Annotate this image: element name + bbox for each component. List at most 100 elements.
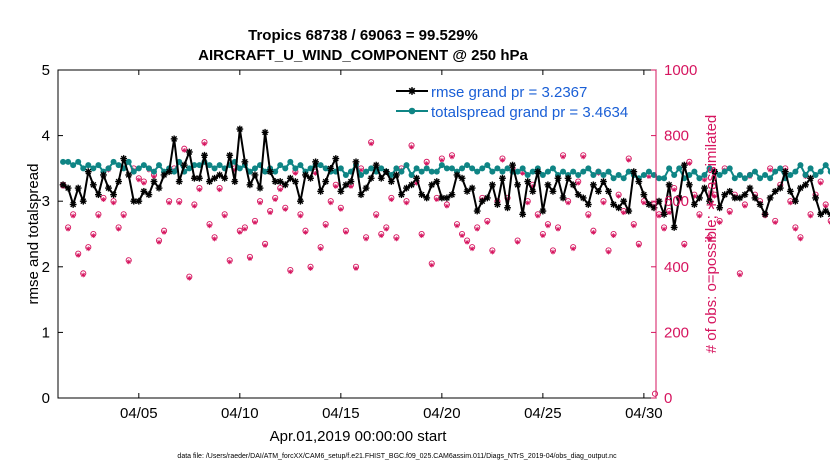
obs-assimilated-point xyxy=(444,203,450,209)
obs-assimilated-point xyxy=(666,210,672,216)
rmse-point xyxy=(630,168,638,176)
rmse-point xyxy=(357,191,365,199)
totalspread-point xyxy=(524,171,531,178)
obs-possible-point xyxy=(827,217,830,224)
right-y-tick-label: 1000 xyxy=(664,62,697,79)
obs-assimilated-point xyxy=(449,154,455,160)
obs-assimilated-point xyxy=(363,236,369,242)
totalspread-point xyxy=(105,165,112,172)
obs-assimilated-point xyxy=(121,213,127,219)
rmse-point xyxy=(655,197,663,205)
rmse-point xyxy=(347,178,355,185)
rmse-point xyxy=(680,161,688,169)
totalspread-point xyxy=(282,165,289,172)
obs-assimilated-point xyxy=(570,246,576,252)
totalspread-point xyxy=(115,162,122,169)
obs-assimilated-point xyxy=(454,223,460,229)
right-y-tick-label: 600 xyxy=(664,193,689,210)
obs-assimilated-point xyxy=(737,272,743,278)
obs-assimilated-point xyxy=(292,170,298,176)
obs-assimilated-point xyxy=(308,266,313,271)
obs-assimilated-point xyxy=(287,269,293,275)
rmse-point xyxy=(478,197,486,205)
rmse-point xyxy=(332,155,340,162)
obs-assimilated-point xyxy=(439,157,445,163)
totalspread-point xyxy=(777,165,784,172)
totalspread-point xyxy=(544,168,551,175)
rmse-point xyxy=(317,187,325,195)
obs-assimilated-point xyxy=(575,180,581,186)
rmse-point xyxy=(140,187,148,195)
totalspread-point xyxy=(474,168,481,175)
obs-assimilated-point xyxy=(298,213,303,219)
obs-assimilated-point xyxy=(227,259,233,265)
obs-assimilated-point xyxy=(520,170,526,176)
totalspread-point xyxy=(428,168,435,175)
totalspread-point xyxy=(80,165,87,172)
rmse-point xyxy=(145,191,153,199)
obs-assimilated-point xyxy=(611,233,616,239)
obs-assimilated-point xyxy=(646,174,652,179)
rmse-point xyxy=(79,197,87,205)
rmse-point xyxy=(261,128,269,136)
obs-assimilated-point xyxy=(621,210,627,216)
rmse-point xyxy=(231,178,239,185)
obs-assimilated-point xyxy=(818,180,824,186)
totalspread-point xyxy=(135,165,142,172)
rmse-point xyxy=(559,194,567,202)
rmse-point xyxy=(362,184,370,192)
obs-assimilated-point xyxy=(636,243,642,248)
totalspread-point xyxy=(762,171,769,178)
totalspread-point xyxy=(514,168,521,175)
rmse-point xyxy=(115,178,123,185)
rmse-point xyxy=(463,187,471,195)
obs-assimilated-point xyxy=(267,210,273,216)
rmse-point xyxy=(221,174,229,182)
rmse-point xyxy=(483,194,491,202)
totalspread-point xyxy=(236,165,243,172)
rmse-point xyxy=(665,181,673,189)
obs-assimilated-point xyxy=(80,272,86,278)
totalspread-point xyxy=(600,171,607,178)
obs-assimilated-point xyxy=(429,262,435,268)
rmse-point xyxy=(640,191,648,199)
rmse-point xyxy=(342,181,350,189)
rmse-point xyxy=(615,204,623,212)
rmse-point xyxy=(387,178,395,185)
rmse-point xyxy=(165,168,173,176)
totalspread-series xyxy=(60,158,830,182)
legend-rmse-star xyxy=(408,87,416,95)
obs-assimilated-point xyxy=(176,200,182,206)
legend-spread-label: totalspread grand pr = 3.4634 xyxy=(431,104,628,121)
left-y-axis: 0 1 2 3 4 5 xyxy=(42,62,63,407)
totalspread-point xyxy=(378,165,385,172)
rmse-point xyxy=(367,174,375,182)
obs-assimilated-point xyxy=(616,193,622,199)
rmse-point xyxy=(392,171,400,179)
rmse-point xyxy=(95,191,102,199)
obs-assimilated-point xyxy=(656,213,662,219)
totalspread-point xyxy=(469,165,476,172)
totalspread-point xyxy=(322,165,329,172)
rmse-point xyxy=(216,171,224,179)
obs-assimilated-point xyxy=(368,141,374,147)
totalspread-point xyxy=(479,165,486,172)
rmse-point xyxy=(276,178,284,185)
totalspread-point xyxy=(418,168,425,175)
totalspread-point xyxy=(216,162,223,169)
obs-assimilated-point xyxy=(702,177,707,183)
rmse-point xyxy=(423,194,431,202)
totalspread-point xyxy=(70,162,77,169)
legend-rmse-marker xyxy=(408,87,416,95)
totalspread-point xyxy=(706,165,713,172)
left-y-axis-label: rmse and totalspread xyxy=(25,164,42,305)
rmse-point xyxy=(155,184,163,192)
obs-assimilated-point xyxy=(282,207,288,212)
rmse-point xyxy=(89,181,97,189)
totalspread-point xyxy=(140,162,147,169)
rmse-point xyxy=(201,151,208,159)
obs-assimilated-point xyxy=(697,213,702,219)
rmse-point xyxy=(499,174,506,182)
obs-assimilated-point xyxy=(585,213,591,219)
